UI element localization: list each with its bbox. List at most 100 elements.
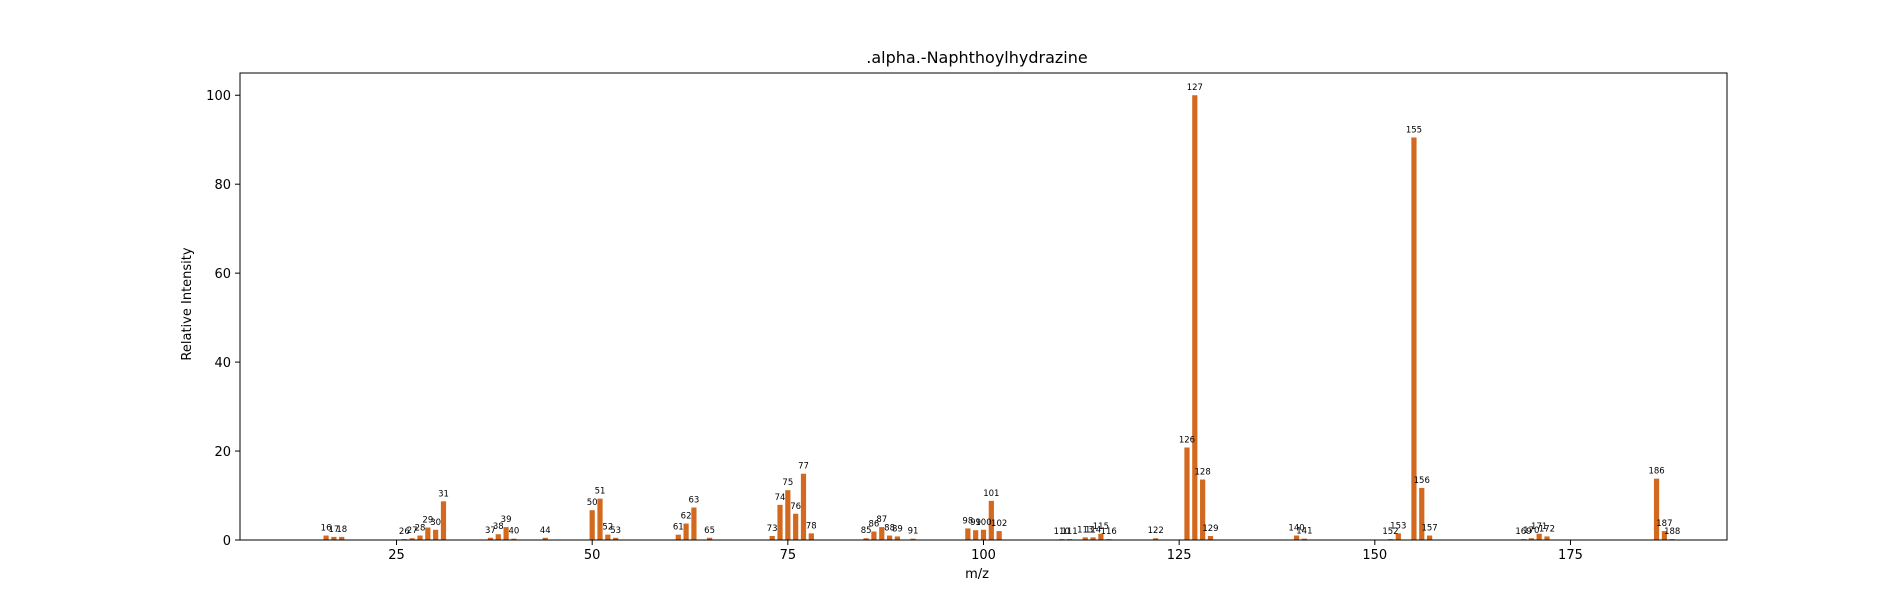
chart-title: .alpha.-Naphthoylhydrazine — [866, 48, 1087, 67]
bar — [1653, 478, 1660, 540]
peak-label: 152 — [1382, 527, 1398, 537]
bar — [1293, 535, 1300, 540]
peak-label: 27 — [407, 526, 418, 536]
bar — [1544, 536, 1550, 540]
peak-label: 140 — [1288, 524, 1304, 534]
peak-label: 62 — [681, 512, 692, 522]
peak-label: 52 — [602, 523, 613, 533]
peak-label: 98 — [962, 516, 973, 526]
bar — [1192, 95, 1198, 541]
y-tick-label: 60 — [214, 267, 231, 282]
peak-label: 30 — [430, 518, 441, 528]
peak-label: 114 — [1085, 525, 1101, 535]
bar — [879, 527, 885, 540]
bar — [980, 529, 987, 540]
bar — [1419, 487, 1425, 540]
y-axis-title: Relative Intensity — [180, 247, 195, 360]
peak-label: 73 — [767, 524, 778, 534]
peak-label: 188 — [1664, 527, 1680, 537]
bar — [409, 538, 415, 540]
x-tick-label: 175 — [1558, 548, 1583, 563]
bar — [886, 535, 893, 540]
peak-label: 153 — [1390, 521, 1406, 531]
bar — [1207, 536, 1214, 540]
bar — [1098, 533, 1104, 540]
peak-label: 37 — [485, 526, 496, 536]
peak-label: 128 — [1195, 468, 1211, 478]
peak-label: 29 — [422, 516, 433, 526]
bar — [973, 530, 979, 540]
bar — [675, 534, 681, 540]
peak-label: 170 — [1523, 526, 1539, 536]
bar — [1395, 533, 1401, 540]
bar — [511, 538, 517, 540]
y-tick-label: 40 — [214, 356, 231, 371]
bar — [808, 533, 814, 540]
bar — [793, 513, 799, 540]
y-tick-label: 20 — [214, 445, 231, 460]
x-tick-label: 25 — [388, 548, 405, 563]
peak-label: 53 — [610, 526, 621, 536]
bar — [433, 529, 439, 540]
bar — [965, 528, 971, 540]
x-tick-label: 125 — [1167, 548, 1192, 563]
peak-label: 113 — [1077, 525, 1093, 535]
bar — [542, 537, 548, 540]
peak-label: 122 — [1148, 526, 1164, 536]
bar — [894, 536, 901, 540]
bar — [331, 536, 337, 540]
x-tick-label: 150 — [1362, 548, 1387, 563]
peak-label: 74 — [775, 493, 786, 503]
peak-label: 65 — [704, 526, 715, 536]
bar — [503, 527, 509, 540]
peak-label: 18 — [336, 525, 347, 535]
y-tick-label: 80 — [214, 178, 231, 193]
x-axis-title: m/z — [965, 567, 989, 582]
bar — [323, 535, 329, 540]
peak-label: 155 — [1406, 125, 1422, 135]
peak-label: 85 — [861, 526, 872, 536]
peak-label: 40 — [509, 527, 520, 537]
peak-label: 115 — [1093, 522, 1109, 532]
peak-label: 31 — [438, 489, 449, 499]
peak-label: 39 — [501, 515, 512, 525]
bar — [425, 527, 431, 540]
x-tick-label: 75 — [780, 548, 797, 563]
bar — [589, 510, 595, 540]
peak-label: 44 — [540, 526, 551, 536]
peak-label: 129 — [1202, 524, 1218, 534]
bar — [1536, 533, 1542, 540]
peak-label: 99 — [970, 518, 981, 528]
plot-frame — [239, 72, 1728, 541]
peak-label: 89 — [892, 524, 903, 534]
bar — [417, 535, 423, 540]
bar — [1082, 537, 1088, 540]
y-tick-label: 0 — [223, 534, 231, 549]
peak-label: 75 — [782, 478, 793, 488]
peak-label: 77 — [798, 462, 809, 472]
bar — [1090, 537, 1096, 540]
bar — [1427, 535, 1433, 540]
peak-label: 169 — [1515, 527, 1531, 537]
peak-label: 76 — [790, 502, 801, 512]
peak-label: 51 — [595, 487, 606, 497]
bar — [910, 538, 916, 540]
bar — [597, 498, 603, 540]
peak-label: 102 — [991, 519, 1007, 529]
bar — [769, 536, 775, 540]
peak-label: 17 — [329, 525, 340, 535]
peak-label: 171 — [1531, 522, 1547, 532]
peak-label: 88 — [884, 524, 895, 534]
peak-label: 91 — [908, 527, 919, 537]
peak-label: 187 — [1656, 519, 1672, 529]
peak-label: 16 — [321, 524, 332, 534]
bar — [1411, 137, 1417, 541]
bar — [785, 490, 791, 540]
peak-label: 50 — [587, 498, 598, 508]
bar — [1153, 538, 1159, 540]
bar — [800, 473, 807, 540]
peak-label: 110 — [1054, 527, 1070, 537]
peak-label: 38 — [493, 522, 504, 532]
peak-label: 111 — [1061, 527, 1077, 537]
